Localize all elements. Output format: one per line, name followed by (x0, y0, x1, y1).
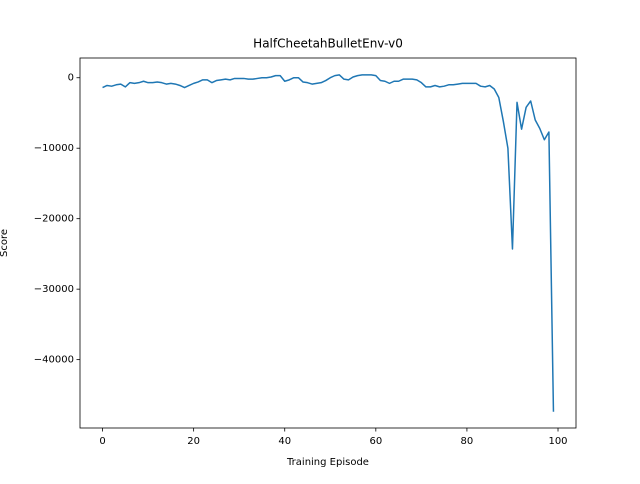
x-tick-label: 40 (278, 436, 291, 447)
y-tick-label: 0 (68, 73, 74, 84)
x-tick-label: 80 (461, 436, 474, 447)
y-tick-label: −10000 (34, 143, 74, 154)
plot-frame (79, 57, 577, 429)
y-axis-label: Score (0, 229, 10, 257)
x-tick-label: 60 (369, 436, 382, 447)
line (102, 74, 555, 412)
y-tick-label: −30000 (34, 284, 74, 295)
y-tick-label: −20000 (34, 214, 74, 225)
x-tick-label: 0 (99, 436, 105, 447)
x-tick-label: 100 (548, 436, 567, 447)
chart-title: HalfCheetahBulletEnv-v0 (253, 37, 403, 51)
y-tick-label: −40000 (34, 355, 74, 366)
x-axis-label: Training Episode (286, 457, 369, 468)
x-tick-label: 20 (187, 436, 200, 447)
